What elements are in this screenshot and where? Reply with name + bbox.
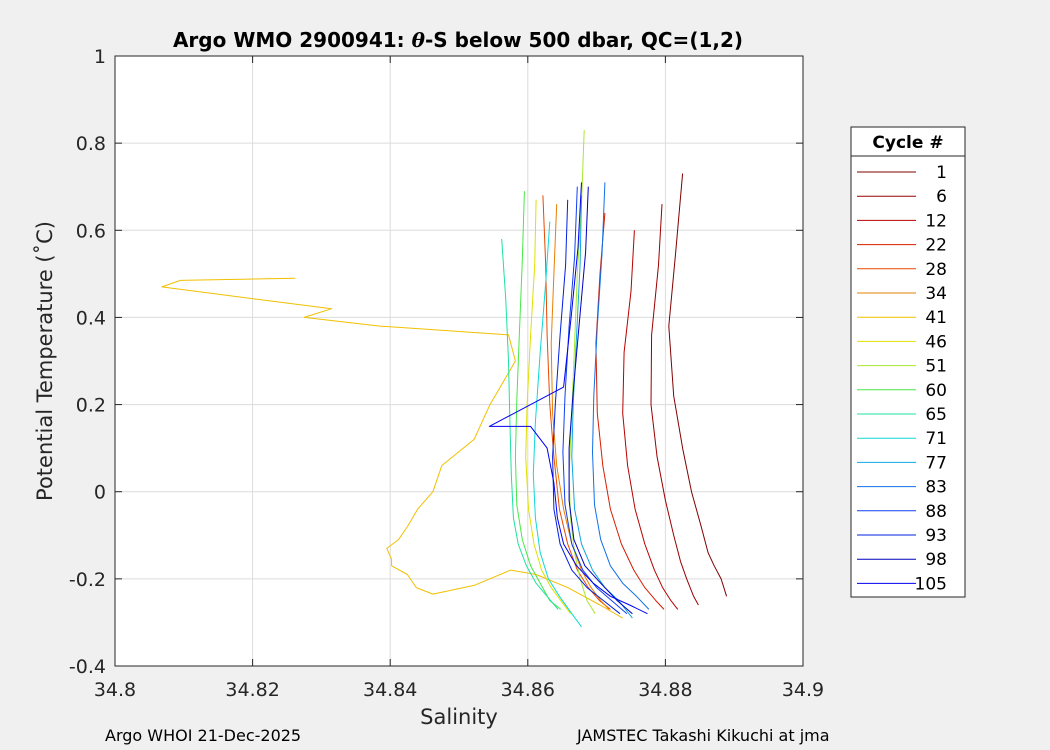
footer-left: Argo WHOI 21-Dec-2025: [105, 726, 301, 745]
x-tick-label: 34.82: [225, 679, 279, 701]
series-line-cycle-65: [501, 238, 559, 610]
plot-area: [115, 56, 803, 666]
y-tick-label: 0.4: [76, 307, 106, 329]
legend-label-51: 51: [925, 357, 947, 377]
series-line-cycle-83: [592, 182, 650, 610]
legend-label-41: 41: [925, 308, 947, 328]
legend-label-88: 88: [925, 502, 947, 522]
x-axis-label: Salinity: [420, 705, 498, 729]
legend-label-93: 93: [925, 526, 947, 546]
series-line-cycle-46: [525, 199, 571, 614]
legend-label-46: 46: [925, 332, 947, 352]
legend-label-6: 6: [936, 187, 947, 207]
x-tick-labels: 34.8 34.82 34.84 34.86 34.88 34.9: [94, 679, 824, 701]
y-tick-label: 1: [94, 46, 106, 68]
series-line-cycle-6: [650, 204, 699, 606]
series-line-cycle-71: [532, 221, 582, 628]
legend: Cycle # 1 6 12 22 28 34 41 46 51 60 65 71 77 83 88 93 98…: [850, 126, 966, 598]
axis-ticks: [114, 55, 804, 667]
chart-title-theta: θ: [412, 28, 426, 52]
legend-label-28: 28: [925, 260, 947, 280]
legend-label-71: 71: [925, 429, 947, 449]
x-tick-label: 34.9: [782, 679, 824, 701]
x-tick-label: 34.88: [638, 679, 692, 701]
series-line-cycle-34: [550, 204, 610, 610]
series-line-cycle-1: [668, 173, 728, 597]
legend-label-12: 12: [925, 211, 947, 231]
plot-frame: [114, 55, 804, 667]
series-line-cycle-98: [568, 186, 633, 615]
series-line-cycle-60: [514, 191, 562, 610]
y-tick-label: 0.2: [76, 395, 106, 417]
series-line-cycle-88: [562, 186, 628, 615]
legend-label-1: 1: [936, 163, 947, 183]
chart-title-prefix: Argo WMO 2900941:: [173, 28, 412, 52]
legend-label-98: 98: [925, 550, 947, 570]
series-line-cycle-41: [161, 277, 623, 619]
legend-box: [850, 126, 966, 598]
x-tick-label: 34.8: [94, 679, 136, 701]
y-axis-label: Potential Temperature (˚C): [33, 221, 57, 501]
series-line-cycle-105: [488, 182, 648, 615]
x-tick-label: 34.86: [501, 679, 555, 701]
legend-label-34: 34: [925, 284, 947, 304]
legend-label-22: 22: [925, 236, 947, 256]
y-tick-label: 0: [94, 482, 106, 504]
legend-label-83: 83: [925, 478, 947, 498]
y-tick-label: 0.8: [76, 133, 106, 155]
footer-right: JAMSTEC Takashi Kikuchi at jma: [576, 726, 830, 745]
x-tick-label: 34.84: [363, 679, 417, 701]
series-line-cycle-12: [622, 230, 679, 610]
chart-title: Argo WMO 2900941: θ-S below 500 dbar, QC…: [173, 28, 743, 52]
y-tick-label: 0.6: [76, 220, 106, 242]
chart-title-suffix: -S below 500 dbar, QC=(1,2): [425, 28, 743, 52]
y-tick-label: -0.2: [69, 569, 106, 591]
legend-label-77: 77: [925, 453, 947, 473]
legend-label-60: 60: [925, 381, 947, 401]
y-tick-label: -0.4: [69, 656, 106, 678]
legend-label-105: 105: [915, 574, 947, 594]
legend-title: Cycle #: [872, 133, 943, 153]
y-tick-labels: -0.4 -0.2 0 0.2 0.4 0.6 0.8 1: [69, 46, 106, 678]
legend-label-65: 65: [925, 405, 947, 425]
series-line-cycle-93: [552, 199, 621, 615]
series-layer: [161, 130, 728, 628]
legend-entries: 1 6 12 22 28 34 41 46 51 60 65 71 77 83 88 93 98 105: [857, 163, 947, 594]
